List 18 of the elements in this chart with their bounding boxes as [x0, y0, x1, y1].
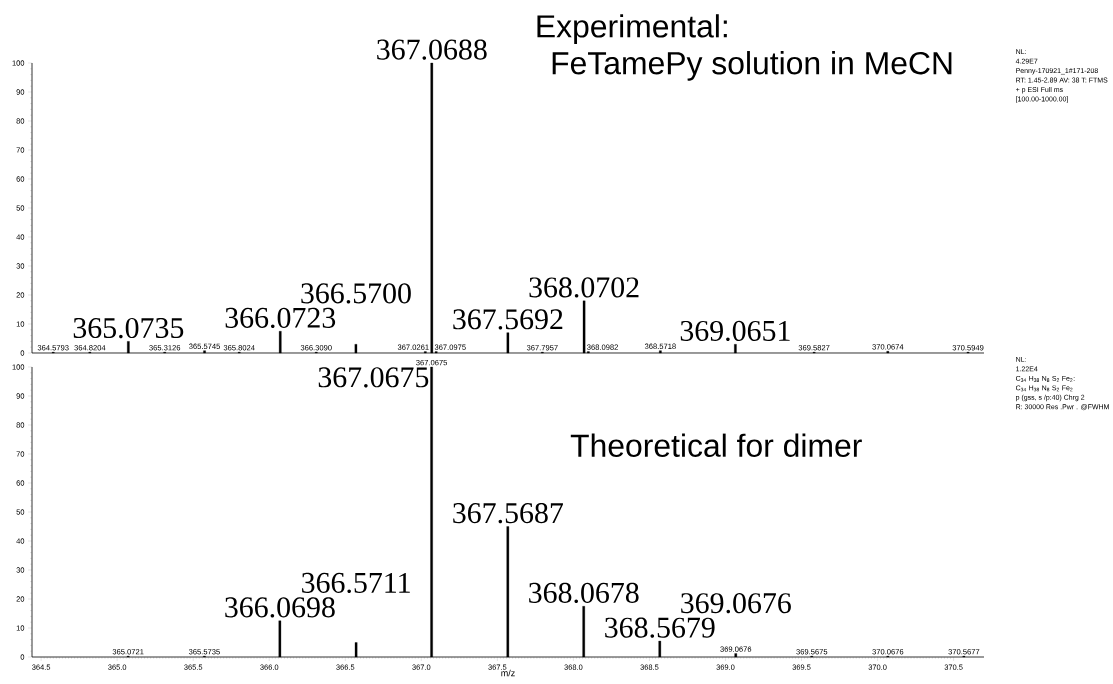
annotation: 366.5700 [301, 283, 411, 304]
annotation: 369.0676 [681, 593, 791, 614]
annotation: 368.0678 [529, 582, 639, 604]
text: Theoretical for dimer [570, 433, 862, 458]
annotation: 367.5692 [453, 309, 563, 330]
chart-title: Experimental: [537, 14, 727, 44]
annotation: 368.5679 [605, 617, 715, 638]
annotation: 366.0698 [225, 597, 335, 618]
annotation: 369.0651 [680, 320, 790, 342]
annotation: 367.0688 [377, 39, 487, 60]
annotation: 366.0723 [225, 307, 336, 329]
annotation: 367.5687 [453, 503, 563, 524]
chart-subtitle: FeTamePy solution in MeCN [552, 51, 952, 81]
x-axis-title: m/z [501, 669, 515, 677]
annotation: 368.0702 [529, 277, 639, 298]
annotation: 365.0735 [73, 317, 184, 339]
annotation: 367.0675 [318, 367, 429, 388]
annotation: 366.5711 [302, 572, 410, 594]
